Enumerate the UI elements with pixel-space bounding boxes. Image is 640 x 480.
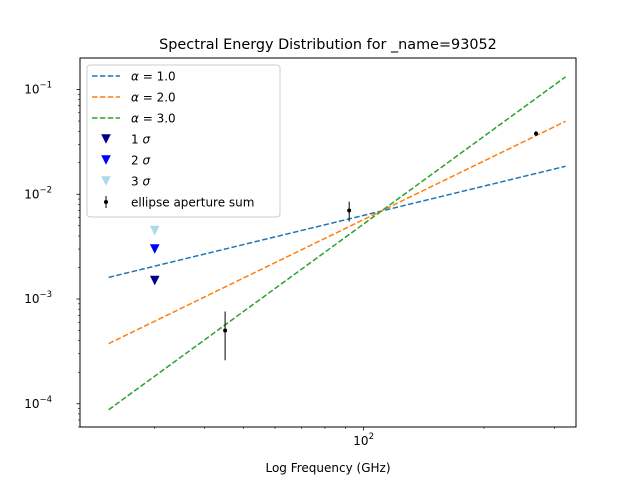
legend-label-limit-3: 3 σ xyxy=(131,175,150,189)
upper-limit-marker-3 xyxy=(149,225,160,236)
plot-frame xyxy=(79,57,577,428)
x-axis-label: Log Frequency (GHz) xyxy=(265,461,390,475)
legend: α = 1.0 α = 2.0 α = 3.0 1 σ 2 σ 3 σ ellipse ap… xyxy=(86,64,281,218)
y-tick-label-3: 10−2 xyxy=(24,185,52,201)
model-line-alpha-2 xyxy=(108,120,566,345)
legend-handle-limit-3 xyxy=(101,176,111,186)
model-line-alpha-1 xyxy=(108,165,566,279)
legend-label-limit-1: 1 σ xyxy=(131,133,150,147)
measurement-point-2 xyxy=(347,208,352,213)
upper-limit-marker-2 xyxy=(149,244,160,254)
legend-handle-limit-1 xyxy=(101,134,111,144)
measurement-point-3 xyxy=(534,131,539,136)
model-line-alpha-3 xyxy=(108,76,566,411)
measurement-point-1 xyxy=(223,328,228,333)
y-tick-label-4: 10−1 xyxy=(24,81,52,97)
upper-limit-marker-1 xyxy=(149,275,160,286)
x-tick-label-1: 102 xyxy=(353,432,374,448)
y-tick-label-2: 10−3 xyxy=(24,290,52,306)
legend-label-limit-2: 2 σ xyxy=(131,154,150,168)
legend-handle-point xyxy=(104,200,108,204)
y-tick-label-1: 10−4 xyxy=(24,395,52,411)
legend-handle-limit-2 xyxy=(101,155,111,165)
legend-label-line-1: α = 1.0 xyxy=(131,70,176,84)
legend-label-measurement: ellipse aperture sum xyxy=(131,196,254,210)
legend-label-line-2: α = 2.0 xyxy=(131,91,176,105)
legend-label-line-3: α = 3.0 xyxy=(131,112,176,126)
chart-title: Spectral Energy Distribution for _name=9… xyxy=(159,37,497,53)
legend-box xyxy=(86,64,281,218)
